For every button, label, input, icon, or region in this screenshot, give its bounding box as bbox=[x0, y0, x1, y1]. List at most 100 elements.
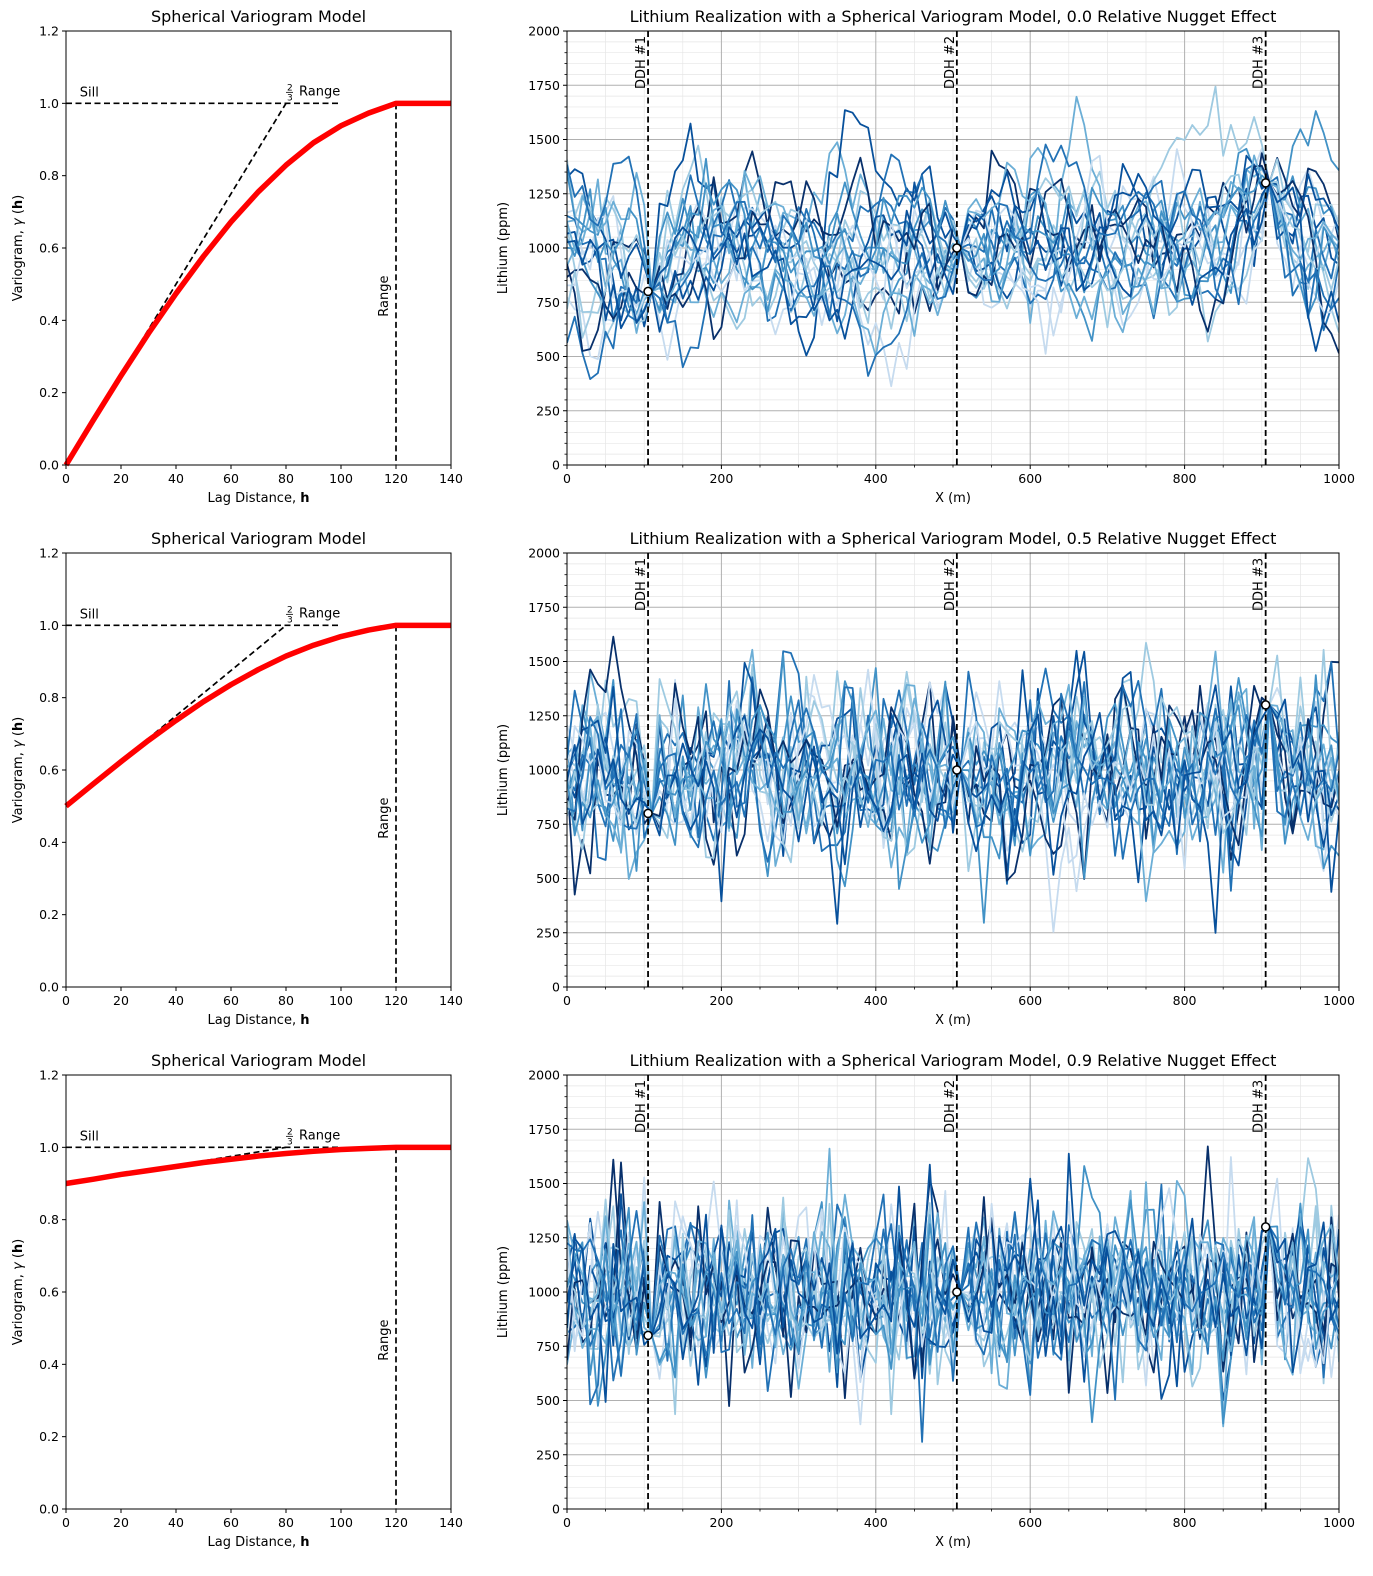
y-tick-label: 250 bbox=[536, 403, 560, 418]
y-tick-label: 1.0 bbox=[39, 96, 59, 111]
drill-hole-sample bbox=[643, 1330, 653, 1341]
realization-line bbox=[567, 147, 1339, 335]
y-tick-label: 1500 bbox=[528, 654, 560, 669]
variogram-xlabel: Lag Distance, h bbox=[208, 1013, 310, 1028]
y-tick-label: 1000 bbox=[528, 1285, 560, 1300]
x-tick-label: 80 bbox=[278, 471, 294, 486]
variogram-title: Spherical Variogram Model bbox=[151, 529, 366, 548]
sill-label: Sill bbox=[80, 1129, 99, 1144]
realization-line bbox=[567, 154, 1339, 357]
y-tick-label: 500 bbox=[536, 349, 560, 364]
realization-xlabel: X (m) bbox=[935, 1013, 971, 1028]
x-tick-label: 40 bbox=[168, 993, 184, 1008]
y-tick-label: 750 bbox=[536, 817, 560, 832]
y-tick-label: 0.4 bbox=[39, 1357, 59, 1372]
variogram-xlabel: Lag Distance, h bbox=[208, 1535, 310, 1550]
x-tick-label: 800 bbox=[1173, 993, 1197, 1008]
x-tick-label: 200 bbox=[709, 993, 733, 1008]
drill-hole-label: DDH #3 bbox=[1252, 558, 1267, 611]
two-thirds-denominator: 3 bbox=[287, 615, 293, 625]
x-tick-label: 0 bbox=[563, 1515, 571, 1530]
y-tick-label: 0.6 bbox=[39, 1285, 59, 1300]
range-label: Range bbox=[377, 276, 392, 317]
y-tick-label: 0.2 bbox=[39, 1429, 59, 1444]
y-tick-label: 1.0 bbox=[39, 618, 59, 633]
sill-label: Sill bbox=[80, 85, 99, 100]
y-tick-label: 0.4 bbox=[39, 313, 59, 328]
y-tick-label: 0.6 bbox=[39, 241, 59, 256]
y-tick-label: 0.0 bbox=[39, 1502, 59, 1517]
y-tick-label: 0.0 bbox=[39, 458, 59, 473]
realization-line bbox=[567, 1158, 1339, 1394]
x-tick-label: 600 bbox=[1018, 471, 1042, 486]
x-tick-label: 60 bbox=[223, 471, 239, 486]
two-thirds-denominator: 3 bbox=[287, 1137, 293, 1147]
x-tick-label: 60 bbox=[223, 1515, 239, 1530]
two-thirds-range-label: Range bbox=[299, 84, 340, 99]
y-tick-label: 1750 bbox=[528, 1122, 560, 1137]
x-tick-label: 0 bbox=[563, 993, 571, 1008]
y-tick-label: 1.0 bbox=[39, 1140, 59, 1155]
drill-hole-sample bbox=[952, 243, 962, 253]
y-tick-label: 1.2 bbox=[39, 24, 59, 39]
y-tick-label: 1250 bbox=[528, 1230, 560, 1245]
x-tick-label: 200 bbox=[709, 471, 733, 486]
drill-hole-sample bbox=[643, 286, 653, 297]
y-tick-label: 2000 bbox=[528, 24, 560, 39]
realization-xlabel: X (m) bbox=[935, 491, 971, 506]
x-tick-label: 0 bbox=[62, 471, 70, 486]
range-label: Range bbox=[377, 798, 392, 839]
y-tick-label: 0.2 bbox=[39, 385, 59, 400]
realization-panel: DDH #1 DDH #2 DDH #3 0 200 400 600 800 1000 0 250 5… bbox=[496, 529, 1355, 1028]
realization-title: Lithium Realization with a Spherical Var… bbox=[630, 529, 1277, 548]
x-tick-label: 120 bbox=[384, 1515, 408, 1530]
x-tick-label: 400 bbox=[864, 471, 888, 486]
variogram-model-curve bbox=[63, 100, 451, 467]
realization-line bbox=[567, 171, 1339, 352]
variogram-xlabel: Lag Distance, h bbox=[208, 491, 310, 506]
sill-label: Sill bbox=[80, 607, 99, 622]
realization-line bbox=[567, 143, 1339, 377]
realization-line bbox=[567, 174, 1339, 332]
x-tick-label: 120 bbox=[384, 993, 408, 1008]
drill-hole-label: DDH #1 bbox=[634, 558, 649, 611]
drill-hole-label: DDH #2 bbox=[943, 1080, 958, 1133]
y-tick-label: 750 bbox=[536, 295, 560, 310]
y-tick-label: 1.2 bbox=[39, 546, 59, 561]
x-tick-label: 140 bbox=[439, 1515, 463, 1530]
drill-hole-label: DDH #2 bbox=[943, 558, 958, 611]
x-tick-label: 800 bbox=[1173, 471, 1197, 486]
y-tick-label: 0.0 bbox=[39, 980, 59, 995]
x-tick-label: 100 bbox=[329, 1515, 353, 1530]
y-tick-label: 0 bbox=[552, 1502, 560, 1517]
realization-line bbox=[567, 661, 1339, 892]
realization-title: Lithium Realization with a Spherical Var… bbox=[630, 7, 1277, 26]
drill-hole-sample bbox=[1260, 700, 1271, 710]
drill-hole-sample bbox=[952, 1287, 962, 1297]
variogram-panel: Spherical Variogram Model Sill Range 23 Rang… bbox=[11, 529, 463, 1028]
y-tick-label: 2000 bbox=[528, 546, 560, 561]
y-tick-label: 1250 bbox=[528, 186, 560, 201]
variogram-axes-frame bbox=[65, 30, 452, 466]
drill-hole-sample bbox=[643, 808, 653, 819]
drill-hole-label: DDH #2 bbox=[943, 36, 958, 89]
y-tick-label: 1000 bbox=[528, 241, 560, 256]
y-tick-label: 0.8 bbox=[39, 690, 59, 705]
y-tick-label: 1500 bbox=[528, 132, 560, 147]
realization-line bbox=[567, 635, 1339, 882]
drill-hole-sample bbox=[952, 765, 962, 775]
x-tick-label: 0 bbox=[62, 1515, 70, 1530]
realization-xlabel: X (m) bbox=[935, 1535, 971, 1550]
y-tick-label: 0.8 bbox=[39, 168, 59, 183]
y-tick-label: 250 bbox=[536, 1447, 560, 1462]
y-tick-label: 500 bbox=[536, 871, 560, 886]
y-tick-label: 0 bbox=[552, 980, 560, 995]
realization-line bbox=[567, 158, 1339, 343]
drill-hole-label: DDH #1 bbox=[634, 1080, 649, 1133]
x-tick-label: 0 bbox=[563, 471, 571, 486]
x-tick-label: 200 bbox=[709, 1515, 733, 1530]
realization-line bbox=[567, 1152, 1339, 1403]
y-tick-label: 500 bbox=[536, 1393, 560, 1408]
x-tick-label: 80 bbox=[278, 1515, 294, 1530]
